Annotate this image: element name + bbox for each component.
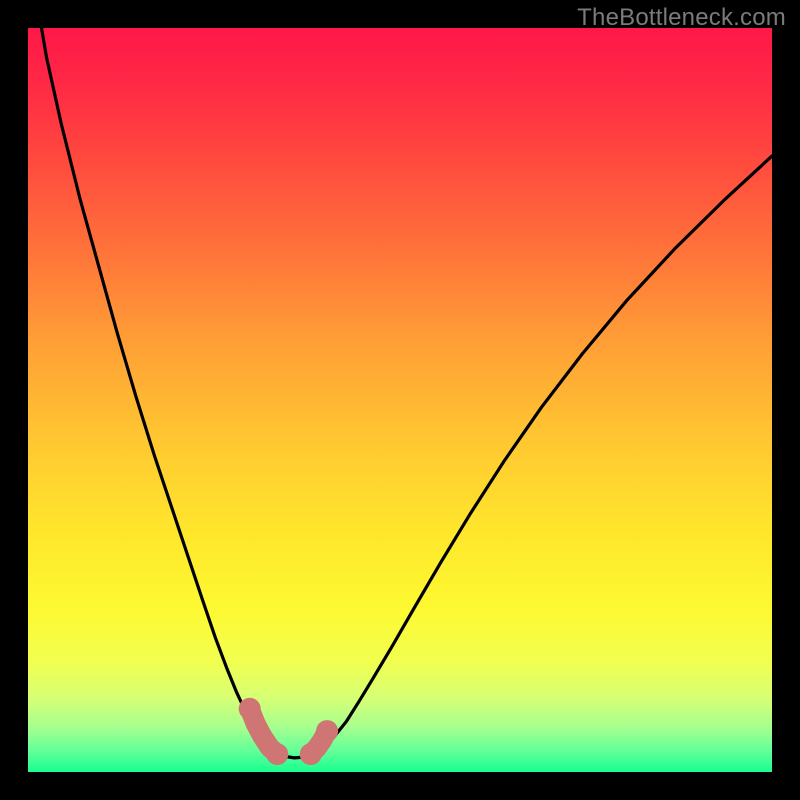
bottleneck-curve — [38, 28, 772, 758]
highlight-dot-0-0 — [239, 698, 261, 720]
highlight-dot-1-0 — [300, 743, 322, 765]
highlight-dot-1-1 — [316, 720, 338, 742]
watermark-text: TheBottleneck.com — [577, 4, 786, 32]
plot-area — [28, 28, 772, 772]
highlight-dot-0-1 — [266, 743, 288, 765]
curves-svg — [28, 28, 772, 772]
